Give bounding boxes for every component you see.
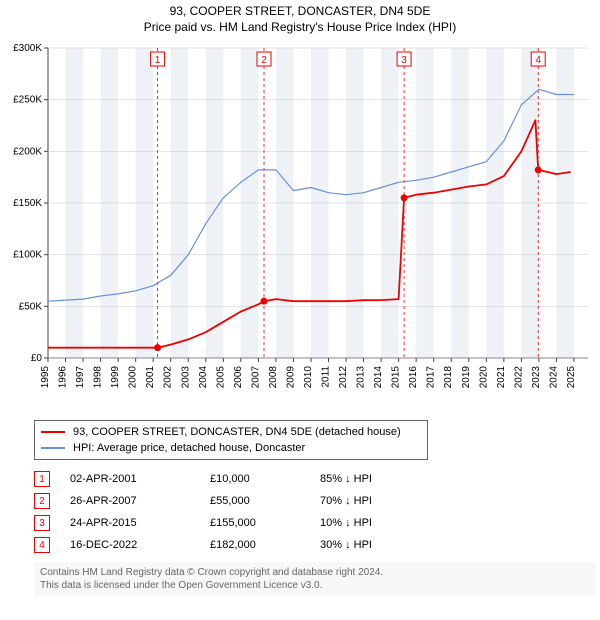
svg-text:2005: 2005 — [215, 366, 226, 389]
svg-text:2004: 2004 — [198, 366, 209, 389]
svg-text:2015: 2015 — [391, 366, 402, 389]
svg-text:2010: 2010 — [303, 366, 314, 389]
transaction-row: 1 02-APR-2001£10,00085% ↓ HPI — [34, 468, 600, 490]
svg-text:£300K: £300K — [13, 43, 42, 54]
svg-text:2001: 2001 — [145, 366, 156, 389]
transaction-delta: 30% ↓ HPI — [320, 539, 440, 551]
svg-text:1999: 1999 — [110, 366, 121, 389]
svg-text:£150K: £150K — [13, 198, 42, 209]
svg-text:2006: 2006 — [233, 366, 244, 389]
transaction-marker: 4 — [34, 537, 50, 553]
footer-line-1: Contains HM Land Registry data © Crown c… — [40, 566, 590, 579]
page-subtitle: Price paid vs. HM Land Registry's House … — [0, 20, 600, 34]
svg-text:2007: 2007 — [250, 366, 261, 389]
transaction-date: 02-APR-2001 — [70, 473, 210, 485]
svg-text:2025: 2025 — [566, 366, 577, 389]
svg-text:1995: 1995 — [40, 366, 51, 389]
svg-text:2013: 2013 — [356, 366, 367, 389]
legend-swatch — [41, 447, 65, 449]
transactions-table: 1 02-APR-2001£10,00085% ↓ HPI 2 26-APR-2007… — [34, 468, 600, 556]
svg-text:2017: 2017 — [426, 366, 437, 389]
svg-text:2018: 2018 — [443, 366, 454, 389]
transaction-price: £182,000 — [210, 539, 320, 551]
transaction-delta: 85% ↓ HPI — [320, 473, 440, 485]
transaction-row: 2 26-APR-2007£55,00070% ↓ HPI — [34, 490, 600, 512]
svg-text:1997: 1997 — [75, 366, 86, 389]
svg-text:1: 1 — [155, 55, 161, 66]
svg-text:2022: 2022 — [513, 366, 524, 389]
transaction-delta: 10% ↓ HPI — [320, 517, 440, 529]
svg-text:3: 3 — [401, 55, 407, 66]
footer-licence: Contains HM Land Registry data © Crown c… — [34, 562, 596, 596]
transaction-marker: 3 — [34, 515, 50, 531]
svg-text:2023: 2023 — [531, 366, 542, 389]
svg-text:2020: 2020 — [478, 366, 489, 389]
svg-text:1998: 1998 — [93, 366, 104, 389]
transaction-price: £155,000 — [210, 517, 320, 529]
svg-text:£250K: £250K — [13, 95, 42, 106]
price-chart: £0 £50K £100K £150K £200K £250K £300K 1995 1996 1… — [0, 34, 600, 414]
svg-text:£100K: £100K — [13, 250, 42, 261]
transaction-price: £10,000 — [210, 473, 320, 485]
svg-text:£0: £0 — [31, 353, 43, 364]
legend-item: HPI: Average price, detached house, Donc… — [41, 440, 421, 456]
transaction-date: 26-APR-2007 — [70, 495, 210, 507]
legend-swatch — [41, 431, 65, 433]
svg-text:4: 4 — [535, 55, 541, 66]
svg-text:2000: 2000 — [128, 366, 139, 389]
svg-text:2008: 2008 — [268, 366, 279, 389]
svg-text:£50K: £50K — [19, 301, 43, 312]
transaction-date: 16-DEC-2022 — [70, 539, 210, 551]
footer-line-2: This data is licensed under the Open Gov… — [40, 579, 590, 592]
transaction-delta: 70% ↓ HPI — [320, 495, 440, 507]
transaction-row: 3 24-APR-2015£155,00010% ↓ HPI — [34, 512, 600, 534]
transaction-date: 24-APR-2015 — [70, 517, 210, 529]
transaction-price: £55,000 — [210, 495, 320, 507]
legend-item: 93, COOPER STREET, DONCASTER, DN4 5DE (d… — [41, 424, 421, 440]
svg-text:2003: 2003 — [180, 366, 191, 389]
svg-text:2019: 2019 — [461, 366, 472, 389]
svg-text:1996: 1996 — [58, 366, 69, 389]
svg-text:2014: 2014 — [373, 366, 384, 389]
svg-text:2012: 2012 — [338, 366, 349, 389]
svg-text:2024: 2024 — [548, 366, 559, 389]
svg-text:2011: 2011 — [321, 366, 332, 388]
legend-label: 93, COOPER STREET, DONCASTER, DN4 5DE (d… — [73, 424, 401, 440]
svg-text:2021: 2021 — [496, 366, 507, 389]
svg-text:2002: 2002 — [163, 366, 174, 389]
legend-label: HPI: Average price, detached house, Donc… — [73, 440, 305, 456]
legend: 93, COOPER STREET, DONCASTER, DN4 5DE (d… — [34, 420, 428, 460]
transaction-marker: 2 — [34, 493, 50, 509]
svg-text:£200K: £200K — [13, 146, 42, 157]
svg-text:2016: 2016 — [408, 366, 419, 389]
transaction-marker: 1 — [34, 471, 50, 487]
svg-text:2009: 2009 — [285, 366, 296, 389]
svg-text:2: 2 — [261, 55, 267, 66]
page-title: 93, COOPER STREET, DONCASTER, DN4 5DE — [0, 4, 600, 18]
transaction-row: 4 16-DEC-2022£182,00030% ↓ HPI — [34, 534, 600, 556]
